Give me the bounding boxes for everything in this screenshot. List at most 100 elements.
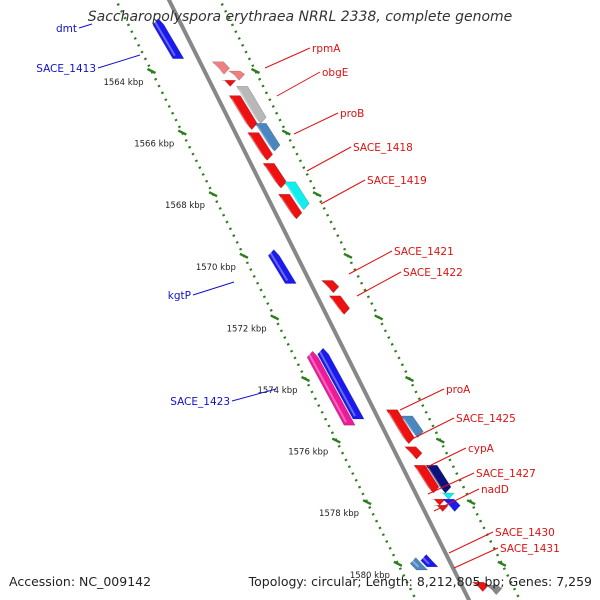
- leader-line-sace_1430: [448, 531, 494, 554]
- gene-label-sace_1421: SACE_1421: [394, 246, 454, 258]
- leader-line-proa: [399, 388, 445, 411]
- gene-small-red-3: [434, 504, 449, 512]
- gene-highlight-dmt: [153, 21, 176, 57]
- tick-label-1576: 1576 kbp: [288, 448, 328, 458]
- gene-sace_1421: [321, 280, 340, 294]
- tick-dot-lines: [114, 0, 522, 600]
- tick-marks: 1564 kbp 1566 kbp 1568 kbp 1570 kbp 1572 kbp…: [103, 67, 507, 581]
- tick-mark-right-1580: [497, 560, 507, 567]
- gene-highlight-sace_1419-red-b: [279, 196, 294, 217]
- tick-mark-left-1574: [300, 375, 311, 383]
- genome-title: Saccharopolyspora erythraea NRRL 2338, c…: [87, 9, 513, 25]
- genome-summary-text: Topology: circular; Length: 8,212,805 bp…: [248, 574, 592, 589]
- leader-line-sace_1418: [306, 146, 352, 172]
- gene-highlight-sace_1425: [406, 449, 414, 457]
- gene-highlight-sace_1431: [487, 587, 494, 593]
- gene-label-prob: proB: [340, 108, 364, 120]
- gene-forward-1423b: [317, 347, 365, 420]
- leader-line-nadd: [433, 488, 480, 512]
- tick-mark-right-1574: [404, 375, 415, 383]
- backbone-line: [166, 0, 472, 600]
- gene-label-sace_1431: SACE_1431: [500, 543, 560, 555]
- gene-label-cypa: cypA: [468, 443, 495, 455]
- gene-highlight-sace_1423: [308, 353, 347, 423]
- tick-mark-left-1576: [331, 437, 341, 444]
- gene-label-sace_1425: SACE_1425: [456, 413, 516, 425]
- gene-small-red-2: [431, 498, 446, 506]
- gene-highlight-prob-red: [230, 98, 250, 128]
- tick-mark-right-1578: [466, 499, 476, 506]
- leader-line-cypa: [420, 447, 467, 471]
- tick-label-1580: 1580 kbp: [350, 571, 390, 581]
- tick-label-1574: 1574 kbp: [257, 386, 297, 396]
- leader-line-obge: [276, 71, 321, 97]
- gene-sace_1419-red-b: [278, 193, 303, 220]
- gene-label-sace_1413: SACE_1413: [36, 63, 96, 75]
- leader-line-sace_1431: [453, 547, 499, 569]
- tick-mark-right-1576: [435, 437, 445, 444]
- tick-mark-left-1566: [177, 129, 187, 136]
- gene-sace_1431: [485, 585, 503, 596]
- tick-mark-right-1564: [250, 67, 261, 75]
- tick-mark-right-1572: [374, 314, 384, 321]
- gene-sace_1427: [439, 492, 455, 500]
- tick-label-1568: 1568 kbp: [165, 201, 205, 211]
- gene-sace_1422: [328, 295, 351, 315]
- tick-mark-left-1564: [146, 67, 157, 75]
- gene-label-rpma: rpmA: [312, 43, 341, 55]
- gene-sace_1430: [471, 581, 489, 592]
- gene-rpma-b: [228, 70, 246, 81]
- gene-sace_1423: [306, 350, 356, 426]
- leader-line-sace_1422: [356, 271, 402, 297]
- gene-label-dmt: dmt: [56, 23, 77, 35]
- tick-mark-right-1570: [343, 252, 353, 259]
- tick-label-1570: 1570 kbp: [196, 263, 236, 273]
- gene-forward-1580b: [420, 554, 439, 568]
- gene-highlight-forward-1580b: [422, 556, 430, 565]
- gene-highlight-cypa-red: [415, 467, 431, 491]
- leader-line-rpma: [264, 47, 311, 69]
- leader-line-dmt: [78, 23, 93, 29]
- gene-label-proa: proA: [446, 384, 471, 396]
- tick-label-1564: 1564 kbp: [103, 78, 143, 88]
- gene-highlight-sace_1419: [285, 184, 302, 208]
- accession-text: Accession: NC_009142: [9, 574, 152, 589]
- gene-label-sace_1422: SACE_1422: [403, 267, 463, 279]
- gene-obge: [236, 86, 267, 124]
- gene-highlight-rpma: [213, 64, 222, 72]
- tick-mark-left-1570: [239, 252, 249, 259]
- gene-highlight-sace_1421: [323, 282, 331, 291]
- gene-kgtp: [267, 249, 297, 284]
- gene-highlight-obge: [237, 88, 259, 121]
- gene-forward-1580a: [409, 557, 429, 571]
- left-dotted-line: [114, 0, 418, 600]
- tick-label-1566: 1566 kbp: [134, 140, 174, 150]
- tick-label-1572: 1572 kbp: [227, 324, 267, 334]
- tick-label-1578: 1578 kbp: [319, 509, 359, 519]
- gene-highlight-cypa: [427, 467, 443, 491]
- gene-label-sace_1430: SACE_1430: [495, 527, 555, 539]
- gene-sace_1419: [283, 181, 310, 211]
- tick-mark-left-1568: [208, 191, 218, 198]
- gene-labels: dmt SACE_1413 kgtP SACE_1423 rpmA obgE proB SAC…: [36, 23, 560, 569]
- gene-label-sace_1418: SACE_1418: [353, 142, 413, 154]
- right-dotted-line: [218, 0, 522, 600]
- leader-line-sace_1419: [320, 179, 366, 205]
- leader-line-sace_1421: [348, 250, 393, 275]
- leader-line-sace_1423: [231, 388, 277, 402]
- tick-mark-left-1578: [362, 499, 372, 506]
- gene-proa-red: [385, 409, 415, 445]
- gene-rpma: [211, 61, 230, 75]
- tick-mark-right-1566: [281, 129, 291, 136]
- gene-highlight-forward-1580a: [411, 559, 420, 568]
- gene-highlight-sace_1418: [248, 135, 265, 158]
- gene-label-sace_1423: SACE_1423: [170, 396, 230, 408]
- tick-mark-left-1580: [393, 560, 403, 567]
- gene-features: [152, 18, 503, 596]
- gene-dmt: [152, 18, 185, 59]
- gene-highlight-proa-red: [387, 412, 407, 442]
- gene-prob-red: [228, 95, 258, 130]
- gene-highlight-prob: [256, 125, 272, 149]
